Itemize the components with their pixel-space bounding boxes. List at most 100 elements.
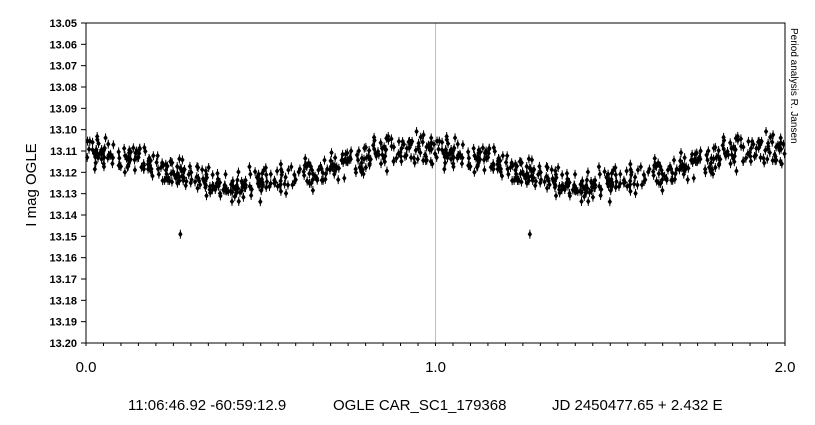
plot-frame <box>85 22 786 344</box>
y-tick-label: 13.05 <box>49 18 77 30</box>
data-point <box>264 177 270 187</box>
data-point <box>686 163 691 173</box>
y-tick-label: 13.07 <box>49 61 77 73</box>
data-point <box>183 181 188 191</box>
data-point <box>704 150 709 160</box>
data-point <box>131 143 136 153</box>
data-point <box>90 137 95 147</box>
data-point <box>659 165 664 175</box>
data-point <box>408 138 413 148</box>
data-point <box>746 136 751 146</box>
data-point <box>656 169 662 179</box>
data-point <box>654 176 659 186</box>
data-point <box>325 164 330 174</box>
data-point <box>174 170 180 180</box>
data-point <box>758 153 763 163</box>
data-point <box>124 153 129 163</box>
data-point <box>667 161 673 171</box>
data-point <box>101 162 107 172</box>
data-point <box>741 142 746 152</box>
data-point <box>585 167 591 177</box>
data-point <box>431 139 437 149</box>
data-point <box>248 190 254 200</box>
data-point <box>781 139 786 149</box>
y-tick-label: 13.09 <box>49 103 77 115</box>
data-point <box>106 139 111 149</box>
data-point <box>93 158 98 168</box>
data-point <box>267 182 272 192</box>
data-point <box>519 177 524 187</box>
data-point <box>552 182 558 192</box>
x-tick-label: 2.0 <box>775 359 796 376</box>
data-point <box>308 161 313 171</box>
data-point <box>322 155 327 165</box>
data-point <box>169 158 175 168</box>
data-point <box>763 127 769 137</box>
data-point <box>116 147 121 157</box>
data-point <box>504 151 510 161</box>
data-point <box>286 165 291 175</box>
data-point <box>261 165 266 175</box>
data-point <box>498 156 503 166</box>
data-point <box>178 229 183 239</box>
data-point <box>490 159 496 169</box>
data-point <box>443 145 449 155</box>
data-point <box>472 167 477 177</box>
data-point <box>426 141 431 151</box>
data-point <box>509 176 515 186</box>
data-point <box>451 162 456 172</box>
data-point <box>199 165 205 175</box>
data-point <box>553 191 559 201</box>
data-point <box>572 169 578 179</box>
data-point <box>177 154 182 164</box>
data-point <box>330 159 336 169</box>
data-point <box>384 133 389 143</box>
data-point <box>186 169 191 179</box>
data-point <box>122 167 128 177</box>
data-point <box>310 185 316 195</box>
data-point <box>691 173 697 183</box>
data-point <box>500 151 506 161</box>
data-point <box>361 154 367 164</box>
data-point <box>613 183 618 193</box>
data-point <box>384 166 390 176</box>
data-point <box>528 164 533 174</box>
data-point <box>678 148 684 158</box>
data-point <box>132 165 138 175</box>
data-point <box>160 161 166 171</box>
side-note: Period analysis R. Jansen <box>788 28 799 144</box>
data-point <box>660 185 665 195</box>
data-point <box>223 169 228 179</box>
data-point <box>320 175 326 185</box>
data-point <box>562 182 568 192</box>
y-tick-label: 13.18 <box>49 295 77 307</box>
data-point <box>150 171 155 181</box>
data-point <box>418 132 423 142</box>
data-point <box>487 143 492 153</box>
data-point <box>357 162 362 172</box>
data-point <box>336 175 341 185</box>
data-point <box>268 169 273 179</box>
data-point <box>283 172 288 182</box>
data-point <box>301 167 306 177</box>
data-point <box>779 159 785 169</box>
data-point <box>527 229 533 239</box>
data-point <box>97 149 102 159</box>
data-point <box>121 143 127 153</box>
data-point <box>537 161 542 171</box>
y-tick-label: 13.15 <box>49 231 77 243</box>
data-point <box>503 157 509 167</box>
data-point <box>445 139 451 149</box>
data-point <box>542 177 547 187</box>
y-tick-label: 13.12 <box>49 167 77 179</box>
data-point <box>345 148 350 158</box>
data-point <box>514 161 520 171</box>
data-point <box>743 153 749 163</box>
data-point <box>465 147 471 157</box>
data-point <box>635 180 640 190</box>
data-point <box>307 169 312 179</box>
data-point <box>752 151 757 161</box>
data-point <box>698 146 703 156</box>
data-point <box>226 186 231 196</box>
data-point <box>610 179 615 189</box>
